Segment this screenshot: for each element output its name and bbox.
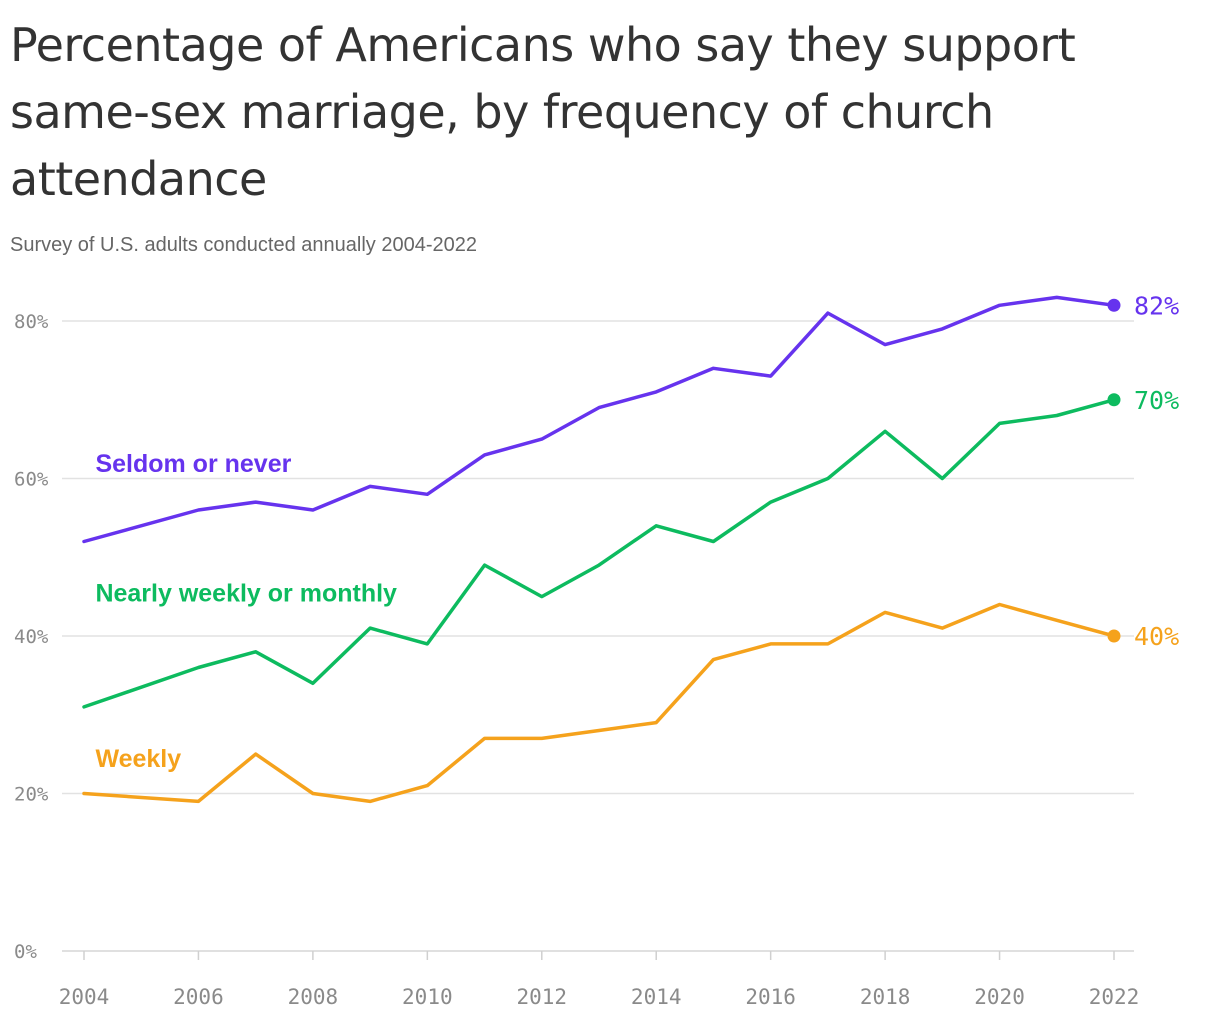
x-tick-label: 2020: [974, 985, 1025, 1009]
axis-layer: 0% 20% 40% 60% 80% 2004 2006 2008 2010 2012 2014 20…: [14, 311, 1139, 1009]
y-tick-label: 40%: [14, 626, 49, 648]
label-layer: 82% Seldom or never 70% Nearly weekly or mo…: [95, 291, 1179, 773]
y-tick-label: 0%: [14, 941, 37, 963]
grid-layer: [62, 320, 1134, 952]
x-tick-label: 2008: [288, 985, 339, 1009]
y-tick-label: 20%: [14, 784, 49, 806]
x-tick-label: 2018: [860, 985, 911, 1009]
x-tick-label: 2016: [745, 985, 796, 1009]
end-value-label-weekly: 40%: [1134, 622, 1179, 651]
series-label-seldom-or-never: Seldom or never: [95, 450, 291, 478]
series-layer: [82, 295, 1121, 804]
x-tick-label: 2004: [59, 985, 110, 1009]
series-line-seldom-or-never: [82, 295, 1116, 544]
x-tick-label: 2006: [173, 985, 224, 1009]
end-point-nearly-weekly-or-monthly: [1107, 393, 1121, 407]
y-tick-label: 80%: [14, 311, 49, 333]
x-tick-label: 2010: [402, 985, 453, 1009]
series-label-weekly: Weekly: [95, 745, 181, 773]
series-line-nearly-weekly-or-monthly: [82, 398, 1116, 709]
series-line-weekly: [82, 602, 1116, 804]
x-tick-label: 2014: [631, 985, 682, 1009]
end-value-label-nearly-weekly-or-monthly: 70%: [1134, 386, 1179, 415]
series-label-nearly-weekly-or-monthly: Nearly weekly or monthly: [95, 580, 397, 608]
chart-title: Percentage of Americans who say they sup…: [10, 18, 1076, 206]
x-tick-label: 2022: [1089, 985, 1140, 1009]
end-value-label-seldom-or-never: 82%: [1134, 291, 1179, 320]
end-point-weekly: [1107, 629, 1121, 643]
x-tick-label: 2012: [516, 985, 567, 1009]
end-point-seldom-or-never: [1107, 298, 1121, 312]
chart-subtitle: Survey of U.S. adults conducted annually…: [10, 234, 477, 256]
y-tick-label: 60%: [14, 469, 49, 491]
